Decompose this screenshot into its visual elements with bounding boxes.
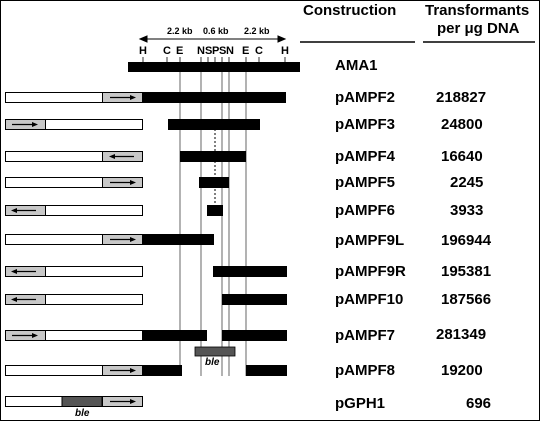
row-pAMPF2-insert <box>143 92 286 103</box>
row-pAMPF5-vector <box>5 177 143 188</box>
site-label: N <box>197 45 205 57</box>
construct-name: pAMPF5 <box>335 174 395 191</box>
site-label: C <box>255 45 263 57</box>
transformants-header-line1: Transformants <box>425 2 530 19</box>
site-label: E <box>176 45 184 57</box>
construct-name: pAMPF9R <box>335 263 406 280</box>
scale-label-right: 2.2 kb <box>244 26 270 36</box>
row-pAMPF9L-insert <box>143 234 214 245</box>
ble-label: ble <box>205 357 220 368</box>
row-pGPH1-vector <box>5 396 143 407</box>
construction-header: Construction <box>303 2 397 19</box>
construct-name: pAMPF4 <box>335 148 395 165</box>
row-pAMPF6-vector <box>5 205 143 216</box>
site-label: P <box>212 45 220 57</box>
ble-label: ble <box>75 408 90 419</box>
construct-name: pGPH1 <box>335 395 386 412</box>
row-pAMPF9L-vector <box>5 234 143 245</box>
row-pAMPF9R-insert <box>213 266 287 277</box>
row-pAMPF8-insert-left <box>143 365 182 376</box>
site-label: H <box>139 45 147 57</box>
construct-name: pAMPF10 <box>335 291 404 308</box>
construct-name: pAMPF3 <box>335 116 395 133</box>
construct-name: pAMPF7 <box>335 327 395 344</box>
site-label: E <box>242 45 250 57</box>
row-pAMPF10-insert <box>222 294 287 305</box>
row-pAMPF4-vector <box>5 151 143 162</box>
transformant-count: 2245 <box>450 174 484 191</box>
construct-name: pAMPF6 <box>335 202 395 219</box>
transformants-header-line2: per μg DNA <box>437 20 520 37</box>
transformant-count: 696 <box>466 395 492 412</box>
scale-bar <box>138 35 287 43</box>
site-label: C <box>163 45 171 57</box>
row-pAMPF4-insert <box>180 151 246 162</box>
transformant-count: 19200 <box>441 362 483 379</box>
row-pAMPF8-insert-right <box>246 365 287 376</box>
site-ticks <box>142 57 286 62</box>
transformant-count: 24800 <box>441 116 483 133</box>
row-pAMPF3-vector <box>5 119 143 130</box>
transformant-count: 281349 <box>436 326 487 343</box>
construct-name: pAMPF2 <box>335 89 395 106</box>
row-pAMPF3-insert <box>168 119 260 130</box>
row-pAMPF7-insert-right <box>222 330 287 341</box>
ama1-bar <box>128 62 300 72</box>
site-label: H <box>281 45 289 57</box>
scale-label-left: 2.2 kb <box>167 26 193 36</box>
site-label: N <box>226 45 234 57</box>
scale-label-middle: 0.6 kb <box>203 26 229 36</box>
row-pAMPF6-insert <box>207 205 223 216</box>
transformant-count: 187566 <box>441 291 492 308</box>
transformant-count: 16640 <box>441 148 483 165</box>
transformant-count: 196944 <box>441 232 492 249</box>
row-pAMPF7-vector <box>5 330 143 341</box>
site-label: S <box>219 45 227 57</box>
transformant-count: 3933 <box>450 202 484 219</box>
row-pAMPF5-insert <box>199 177 229 188</box>
ble-insert-box <box>194 346 236 357</box>
row-pAMPF9R-vector <box>5 266 143 277</box>
row-pAMPF7-insert-left <box>143 330 207 341</box>
site-label: S <box>205 45 213 57</box>
construct-name: pAMPF8 <box>335 362 395 379</box>
transformant-count: 195381 <box>441 263 492 280</box>
row-pAMPF8-vector <box>5 365 143 376</box>
construct-name: pAMPF9L <box>335 232 405 249</box>
row-pAMPF10-vector <box>5 294 143 305</box>
construct-name: AMA1 <box>335 57 378 74</box>
transformant-count: 218827 <box>436 89 487 106</box>
row-pAMPF2-vector <box>5 92 143 103</box>
